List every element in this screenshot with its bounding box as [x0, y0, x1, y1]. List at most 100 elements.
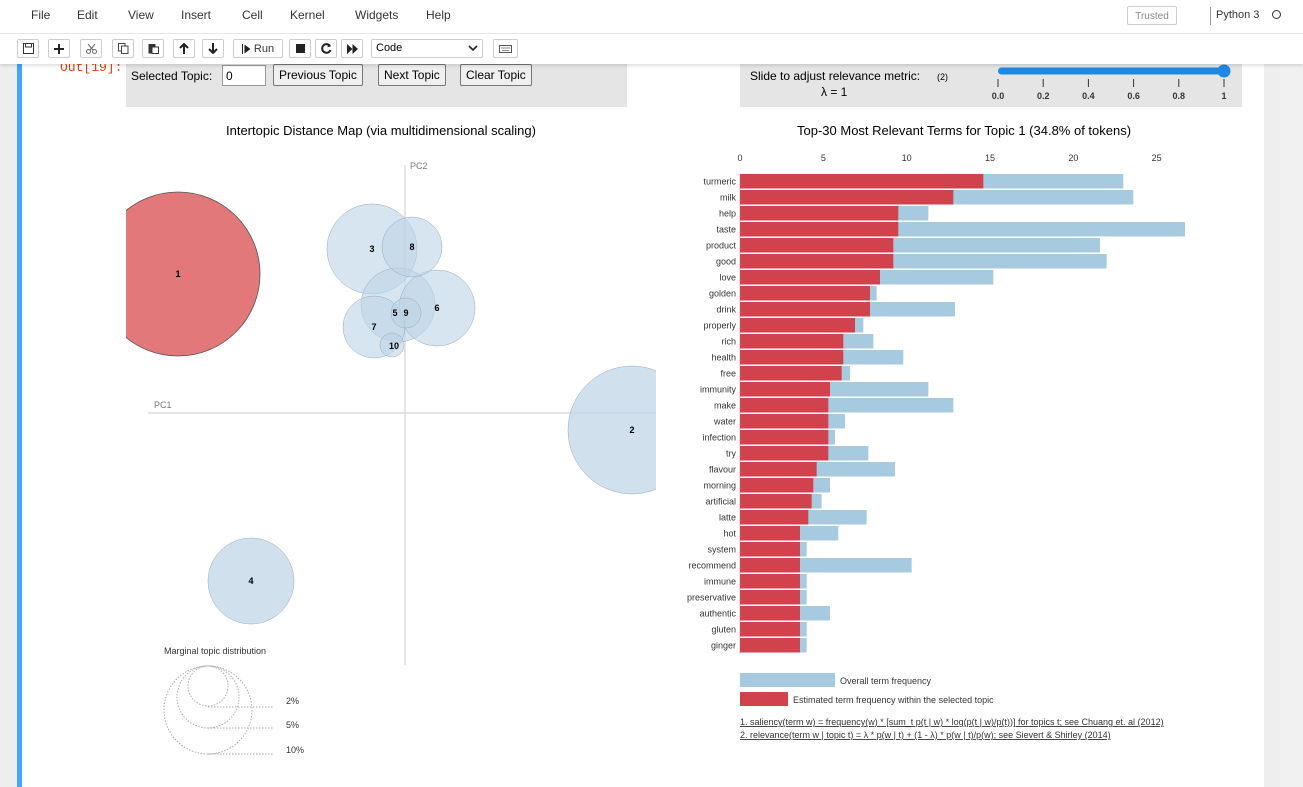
- saliency-footnote[interactable]: 1. saliency(term w) = frequency(w) * [su…: [740, 717, 1164, 727]
- term-label-artificial[interactable]: artificial: [705, 497, 736, 507]
- insert-cell-button[interactable]: [48, 39, 70, 58]
- term-label-immune[interactable]: immune: [704, 577, 736, 587]
- bar-estimated-milk[interactable]: [740, 190, 954, 205]
- save-button[interactable]: [17, 39, 39, 58]
- topic-circle-10[interactable]: [379, 332, 405, 358]
- term-label-water[interactable]: water: [713, 417, 736, 427]
- bar-estimated-immunity[interactable]: [740, 382, 830, 397]
- bar-estimated-good[interactable]: [740, 254, 894, 269]
- bar-estimated-health[interactable]: [740, 350, 844, 365]
- menu-file[interactable]: File: [31, 8, 51, 22]
- term-label-try[interactable]: try: [726, 449, 736, 459]
- term-label-gluten[interactable]: gluten: [711, 625, 736, 635]
- term-label-good[interactable]: good: [716, 257, 736, 267]
- term-label-turmeric[interactable]: turmeric: [703, 177, 736, 187]
- term-label-immunity[interactable]: immunity: [700, 385, 737, 395]
- term-label-properly[interactable]: properly: [703, 321, 736, 331]
- kernel-name[interactable]: Python 3: [1216, 9, 1260, 21]
- previous-topic-button[interactable]: Previous Topic: [273, 64, 363, 86]
- term-label-authentic[interactable]: authentic: [699, 609, 736, 619]
- bar-estimated-rich[interactable]: [740, 334, 844, 349]
- bar-estimated-water[interactable]: [740, 414, 829, 429]
- bar-estimated-love[interactable]: [740, 270, 880, 285]
- selected-topic-input[interactable]: [222, 65, 266, 86]
- bar-estimated-system[interactable]: [740, 542, 800, 557]
- term-label-system[interactable]: system: [707, 545, 736, 555]
- paste-button[interactable]: [142, 39, 164, 58]
- term-label-preservative[interactable]: preservative: [687, 593, 736, 603]
- menu-help[interactable]: Help: [426, 8, 451, 22]
- term-label-milk[interactable]: milk: [720, 193, 736, 203]
- term-label-drink[interactable]: drink: [716, 305, 736, 315]
- relevance-footnote[interactable]: 2. relevance(term w | topic t) = λ * p(w…: [740, 730, 1111, 740]
- bar-estimated-turmeric[interactable]: [740, 174, 984, 189]
- bar-estimated-golden[interactable]: [740, 286, 870, 301]
- term-label-morning[interactable]: morning: [703, 481, 736, 491]
- clear-topic-button[interactable]: Clear Topic: [460, 64, 532, 86]
- bar-estimated-immune[interactable]: [740, 574, 800, 589]
- term-label-love[interactable]: love: [719, 273, 736, 283]
- term-label-golden[interactable]: golden: [709, 289, 736, 299]
- interrupt-button[interactable]: [289, 39, 311, 58]
- bar-estimated-ginger[interactable]: [740, 638, 800, 653]
- bar-estimated-properly[interactable]: [740, 318, 855, 333]
- command-palette-button[interactable]: [493, 39, 518, 58]
- bar-estimated-make[interactable]: [740, 398, 829, 413]
- restart-button[interactable]: [315, 39, 337, 58]
- scrollbar[interactable]: [1280, 64, 1303, 787]
- slider-thumb[interactable]: [1217, 64, 1231, 78]
- bar-estimated-taste[interactable]: [740, 222, 899, 237]
- bar-estimated-latte[interactable]: [740, 510, 809, 525]
- term-label-product[interactable]: product: [706, 241, 737, 251]
- bar-estimated-try[interactable]: [740, 446, 829, 461]
- topic-circle-2[interactable]: [567, 365, 656, 495]
- next-topic-button[interactable]: Next Topic: [378, 64, 446, 86]
- bar-estimated-authentic[interactable]: [740, 606, 800, 621]
- bar-estimated-artificial[interactable]: [740, 494, 812, 509]
- menu-edit[interactable]: Edit: [77, 8, 98, 22]
- bar-estimated-preservative[interactable]: [740, 590, 800, 605]
- move-down-button[interactable]: [202, 39, 224, 58]
- run-button[interactable]: Run: [233, 39, 283, 58]
- bar-estimated-product[interactable]: [740, 238, 894, 253]
- term-label-flavour[interactable]: flavour: [709, 465, 736, 475]
- menu-kernel[interactable]: Kernel: [290, 8, 325, 22]
- bar-estimated-flavour[interactable]: [740, 462, 817, 477]
- cut-button[interactable]: [80, 39, 102, 58]
- restart-run-all-button[interactable]: [341, 39, 363, 58]
- topic-circle-1[interactable]: [126, 191, 261, 357]
- topic-circle-8[interactable]: [381, 216, 443, 278]
- bar-estimated-gluten[interactable]: [740, 622, 800, 637]
- menu-cell[interactable]: Cell: [242, 8, 263, 22]
- bar-estimated-hot[interactable]: [740, 526, 800, 541]
- term-label-ginger[interactable]: ginger: [711, 641, 736, 651]
- term-label-taste[interactable]: taste: [716, 225, 736, 235]
- move-up-button[interactable]: [173, 39, 195, 58]
- term-label-health[interactable]: health: [711, 353, 736, 363]
- term-label-make[interactable]: make: [714, 401, 736, 411]
- bar-estimated-morning[interactable]: [740, 478, 814, 493]
- bar-estimated-infection[interactable]: [740, 430, 829, 445]
- term-label-recommend[interactable]: recommend: [688, 561, 736, 571]
- copy-button[interactable]: [112, 39, 134, 58]
- menu-insert[interactable]: Insert: [181, 8, 212, 22]
- term-label-free[interactable]: free: [720, 369, 736, 379]
- slider-track[interactable]: [998, 67, 1225, 75]
- cell-type-select[interactable]: Code: [371, 39, 483, 58]
- topic-circle-9[interactable]: [390, 297, 422, 329]
- menu-view[interactable]: View: [128, 8, 154, 22]
- bar-estimated-help[interactable]: [740, 206, 899, 221]
- term-label-infection[interactable]: infection: [702, 433, 736, 443]
- bar-estimated-drink[interactable]: [740, 302, 870, 317]
- lambda-slider[interactable]: 0.0 0.2 0.4 0.6 0.8 1: [990, 64, 1240, 107]
- trusted-indicator[interactable]: Trusted: [1127, 6, 1177, 25]
- term-label-latte[interactable]: latte: [719, 513, 736, 523]
- bar-estimated-free[interactable]: [740, 366, 842, 381]
- term-label-help[interactable]: help: [719, 209, 736, 219]
- term-label-hot[interactable]: hot: [723, 529, 736, 539]
- menu-widgets[interactable]: Widgets: [355, 8, 399, 22]
- top-terms-bar-chart: 0 5 10 15 20 25 turmeric milk help taste product g…: [687, 153, 1185, 740]
- bar-estimated-recommend[interactable]: [740, 558, 800, 573]
- topic-circle-4[interactable]: [207, 537, 295, 625]
- term-label-rich[interactable]: rich: [721, 337, 736, 347]
